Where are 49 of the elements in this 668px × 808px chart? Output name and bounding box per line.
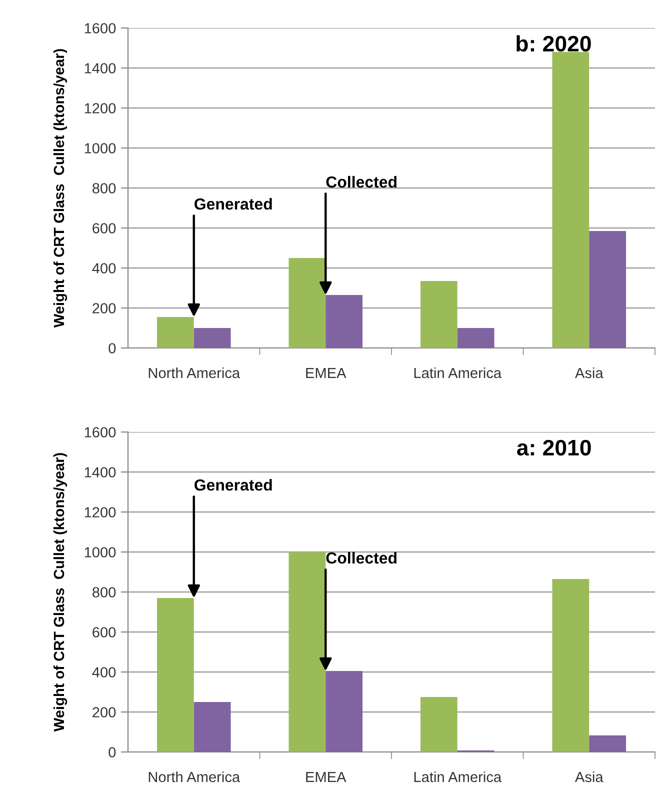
bar xyxy=(194,702,231,752)
y-tick-label: 1200 xyxy=(84,103,116,114)
y-axis-title: Weight of CRT Glass Cullet (ktons/year) xyxy=(53,453,68,732)
y-tick-label: 200 xyxy=(92,303,116,314)
y-tick-label: 1600 xyxy=(84,427,116,438)
annotation: Collected xyxy=(326,176,396,188)
y-tick-label: 1200 xyxy=(84,507,116,518)
y-axis-title: Weight of CRT Glass Cullet (ktons/year) xyxy=(53,49,68,328)
x-tick-label: EMEA xyxy=(306,772,346,782)
y-tick-label: 1000 xyxy=(84,143,116,154)
x-tick-label: Latin America xyxy=(414,771,502,782)
bar xyxy=(457,328,494,348)
bar xyxy=(326,295,363,348)
bar xyxy=(194,328,231,348)
bar xyxy=(288,552,326,752)
y-tick-label: 1400 xyxy=(84,63,116,74)
y-tick-label: 600 xyxy=(92,627,116,638)
x-tick-label: North America xyxy=(148,771,240,782)
y-tick-label: 1400 xyxy=(84,467,116,478)
y-tick-label: 0 xyxy=(108,747,116,758)
y-tick-label: 800 xyxy=(92,587,116,598)
y-tick-label: 800 xyxy=(92,183,116,194)
x-tick-label: Asia xyxy=(574,771,604,782)
bar xyxy=(589,735,626,752)
bar xyxy=(589,231,626,348)
y-tick-label: 400 xyxy=(92,263,116,274)
annotation: Collected xyxy=(326,552,396,564)
bar xyxy=(326,671,363,752)
x-tick-label: North America xyxy=(148,367,240,378)
x-tick-label: EMEA xyxy=(306,368,346,378)
bar xyxy=(156,317,194,348)
annotation: Generated xyxy=(194,198,272,210)
y-tick-label: 1600 xyxy=(84,23,116,34)
bar xyxy=(552,579,590,752)
bar xyxy=(156,598,194,752)
bar xyxy=(420,281,458,348)
chart-title: a: 2010 xyxy=(517,440,591,456)
y-tick-label: 200 xyxy=(92,707,116,718)
y-tick-label: 400 xyxy=(92,667,116,678)
bar xyxy=(552,52,590,348)
x-tick-label: Asia xyxy=(574,367,604,378)
bar xyxy=(288,258,326,348)
annotation: Generated xyxy=(194,478,272,491)
bar xyxy=(420,697,458,752)
y-tick-label: 0 xyxy=(108,343,116,354)
y-tick-label: 600 xyxy=(92,223,116,234)
x-tick-label: Latin America xyxy=(414,367,502,378)
y-tick-label: 1000 xyxy=(84,547,116,558)
chart-title: b: 2020 xyxy=(516,35,591,52)
